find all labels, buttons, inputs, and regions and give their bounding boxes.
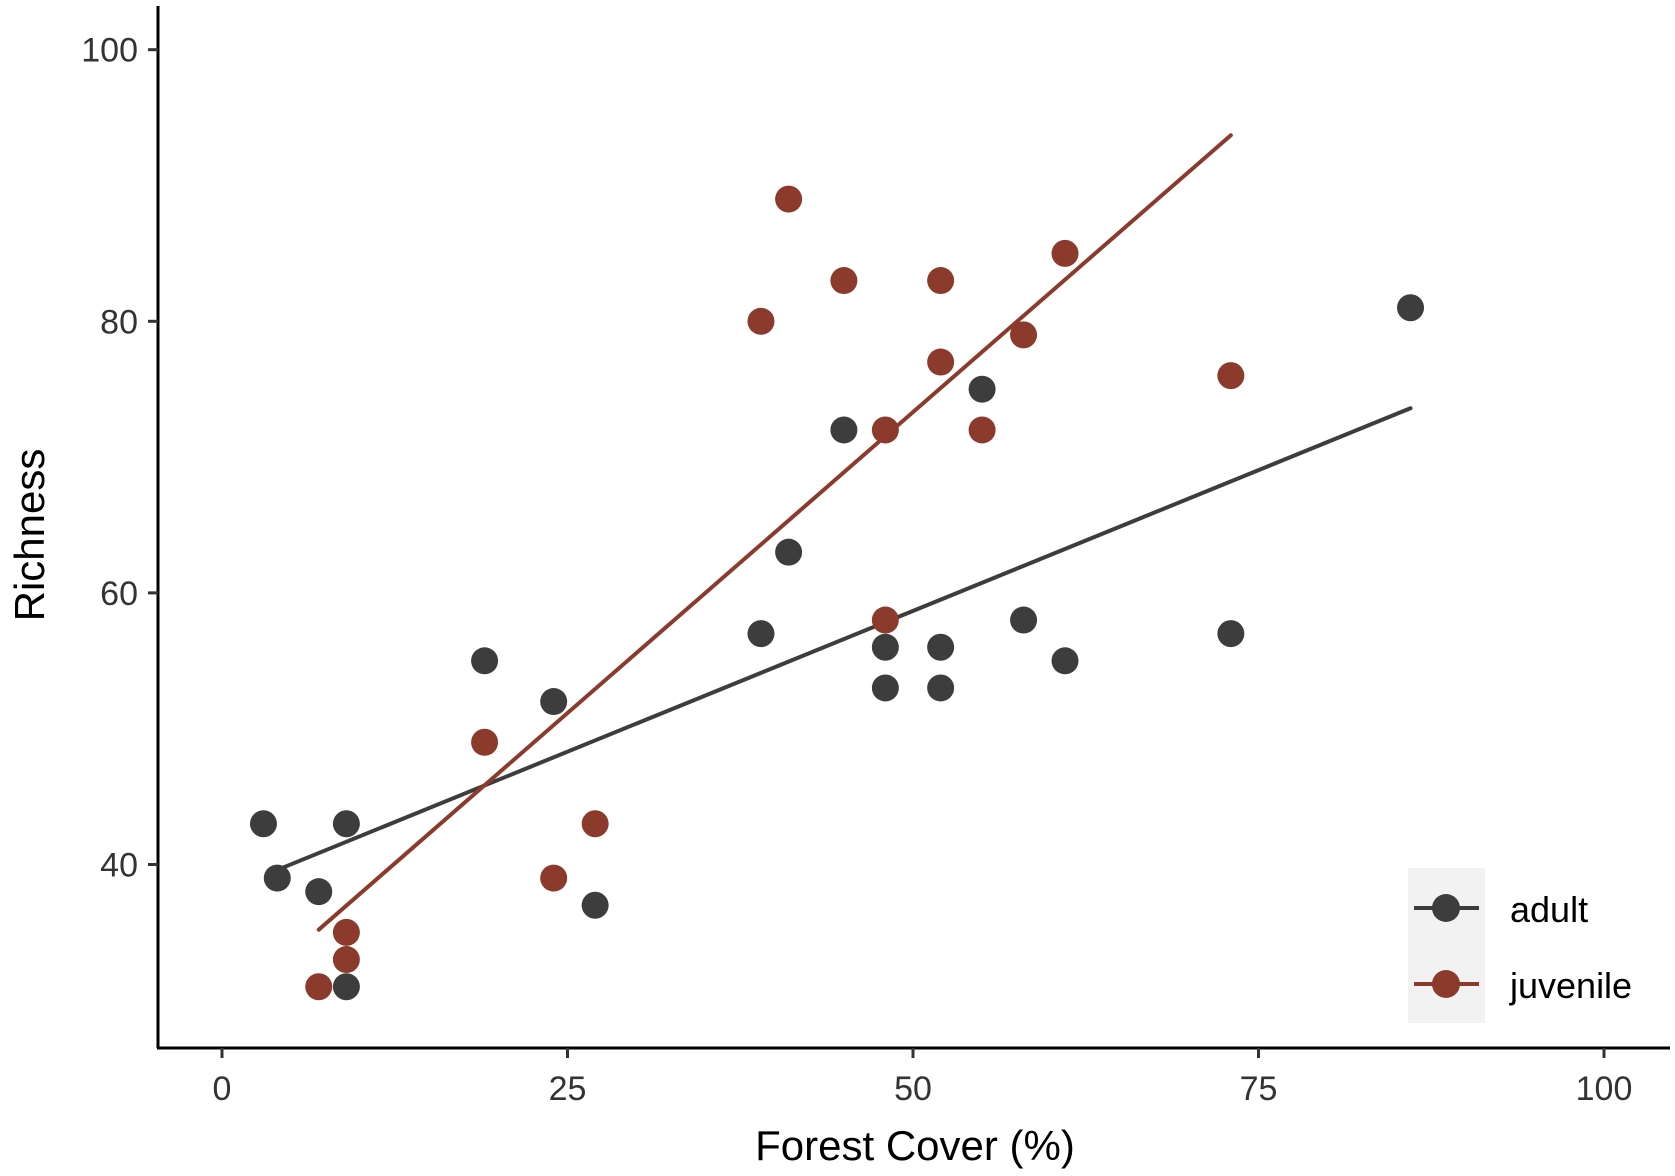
data-point-adult xyxy=(830,416,858,444)
data-point-juvenile xyxy=(871,606,899,634)
data-point-juvenile xyxy=(927,348,955,376)
data-point-adult xyxy=(263,864,291,892)
data-point-juvenile xyxy=(871,416,899,444)
data-point-adult xyxy=(1010,606,1038,634)
data-point-adult xyxy=(927,633,955,661)
legend-label-adult: adult xyxy=(1510,889,1588,930)
y-axis-title: Richness xyxy=(6,449,53,622)
x-tick-label: 50 xyxy=(894,1070,932,1108)
data-point-adult xyxy=(305,878,333,906)
data-point-juvenile xyxy=(581,810,609,838)
data-point-adult xyxy=(540,688,568,716)
data-point-juvenile xyxy=(830,267,858,295)
data-point-adult xyxy=(1397,294,1425,322)
legend-key-point-adult xyxy=(1432,894,1460,922)
data-point-adult xyxy=(332,810,360,838)
legend-label-juvenile: juvenile xyxy=(1509,965,1632,1006)
data-point-juvenile xyxy=(747,307,775,335)
data-point-juvenile xyxy=(1051,239,1079,267)
legend-item-adult: adult xyxy=(1414,889,1588,930)
legend-item-juvenile: juvenile xyxy=(1414,965,1632,1006)
data-point-juvenile xyxy=(1010,321,1038,349)
x-tick-label: 25 xyxy=(549,1070,587,1108)
legend-key-background xyxy=(1408,868,1485,1023)
data-point-juvenile xyxy=(332,918,360,946)
data-point-juvenile xyxy=(305,973,333,1001)
data-point-adult xyxy=(1217,620,1245,648)
data-point-juvenile xyxy=(332,946,360,974)
data-point-juvenile xyxy=(471,728,499,756)
data-point-juvenile xyxy=(540,864,568,892)
data-point-adult xyxy=(747,620,775,648)
x-axis-title: Forest Cover (%) xyxy=(755,1122,1075,1169)
data-point-adult xyxy=(871,674,899,702)
x-ticks: 0 25 50 75 100 xyxy=(213,1048,1633,1108)
y-tick-label: 60 xyxy=(100,575,138,613)
data-point-juvenile xyxy=(1217,362,1245,390)
data-point-adult xyxy=(332,973,360,1001)
data-point-adult xyxy=(968,375,996,403)
axes: 0 25 50 75 100 40 60 80 100 Forest Cover (%) Ri… xyxy=(6,6,1670,1169)
y-tick-label: 80 xyxy=(100,303,138,341)
y-tick-label: 100 xyxy=(81,32,138,70)
legend: adult juvenile xyxy=(1408,868,1632,1023)
data-point-juvenile xyxy=(968,416,996,444)
data-point-adult xyxy=(1051,647,1079,675)
x-tick-label: 75 xyxy=(1240,1070,1278,1108)
data-point-adult xyxy=(871,633,899,661)
y-tick-label: 40 xyxy=(100,847,138,885)
data-point-juvenile xyxy=(927,267,955,295)
data-point-adult xyxy=(581,891,609,919)
trend-line-juvenile xyxy=(316,133,1233,932)
legend-key-point-juvenile xyxy=(1432,970,1460,998)
data-point-adult xyxy=(471,647,499,675)
data-point-adult xyxy=(927,674,955,702)
y-ticks: 40 60 80 100 xyxy=(81,32,158,885)
data-point-adult xyxy=(249,810,277,838)
plot-area xyxy=(249,133,1425,1001)
x-tick-label: 100 xyxy=(1576,1070,1633,1108)
data-point-adult xyxy=(775,538,803,566)
data-point-juvenile xyxy=(775,185,803,213)
trend-line-adult xyxy=(275,406,1413,872)
x-tick-label: 0 xyxy=(213,1070,232,1108)
